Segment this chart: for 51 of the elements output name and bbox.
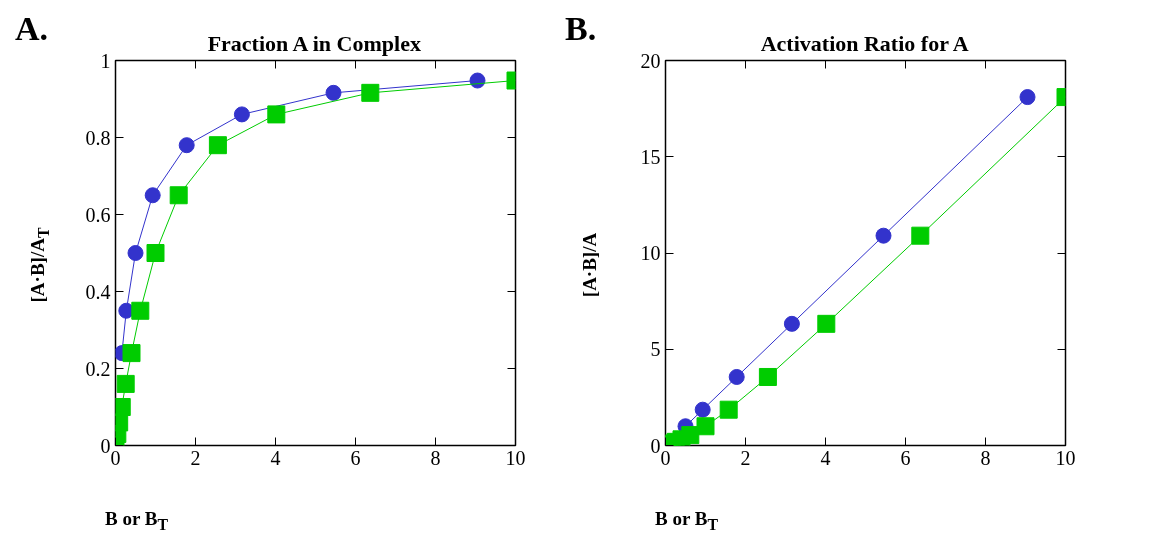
x-tick-label: 10 — [1055, 446, 1076, 469]
point — [169, 186, 188, 205]
x-tick-label: 8 — [980, 446, 991, 469]
point — [1019, 89, 1036, 106]
x-tick-label: 2 — [190, 446, 201, 469]
point — [233, 106, 250, 123]
x-tick-label: 2 — [740, 446, 751, 469]
point — [361, 83, 380, 102]
point — [696, 417, 715, 436]
point — [728, 368, 745, 385]
y-tick-label: 5 — [650, 338, 661, 361]
point — [694, 401, 711, 418]
point — [911, 226, 930, 245]
point — [144, 187, 161, 204]
x-tick-label: 4 — [820, 446, 831, 469]
chart-title: Activation Ratio for A — [760, 30, 969, 56]
x-axis-title: B or B$_{T}$ — [105, 507, 168, 535]
point — [146, 244, 165, 262]
point — [817, 314, 836, 333]
point — [267, 105, 286, 124]
point — [131, 301, 150, 320]
y-tick-label: 20 — [640, 49, 661, 72]
y-tick-label: 0.4 — [85, 280, 111, 303]
point — [208, 136, 227, 155]
point — [875, 227, 892, 244]
text: B. — [565, 9, 597, 49]
y-tick-label: 0.6 — [85, 203, 111, 226]
chart-title: Fraction A in Complex — [207, 30, 421, 56]
x-tick-label: 6 — [900, 446, 911, 469]
x-tick-label: 4 — [270, 446, 281, 469]
point — [116, 374, 135, 393]
point — [758, 367, 777, 386]
y-tick-label: 1 — [100, 49, 111, 72]
x-tick-label: 8 — [430, 446, 441, 469]
y-tick-label: 0.8 — [85, 126, 111, 149]
text: A. — [15, 9, 49, 49]
x-axis-title: B or B$_{T}$ — [655, 507, 718, 535]
x-tick-label: 6 — [350, 446, 361, 469]
y-tick-label: 15 — [640, 145, 661, 168]
y-tick-label: 0.2 — [85, 357, 111, 380]
point — [325, 84, 342, 101]
point — [783, 315, 800, 332]
point — [122, 344, 141, 363]
x-tick-label: 10 — [505, 446, 526, 469]
y-axis-title: [A·B]/A — [578, 232, 602, 298]
point — [681, 426, 700, 445]
point — [719, 400, 738, 419]
point — [469, 72, 486, 89]
point — [178, 137, 195, 154]
point — [127, 245, 144, 261]
y-tick-label: 10 — [640, 242, 661, 264]
